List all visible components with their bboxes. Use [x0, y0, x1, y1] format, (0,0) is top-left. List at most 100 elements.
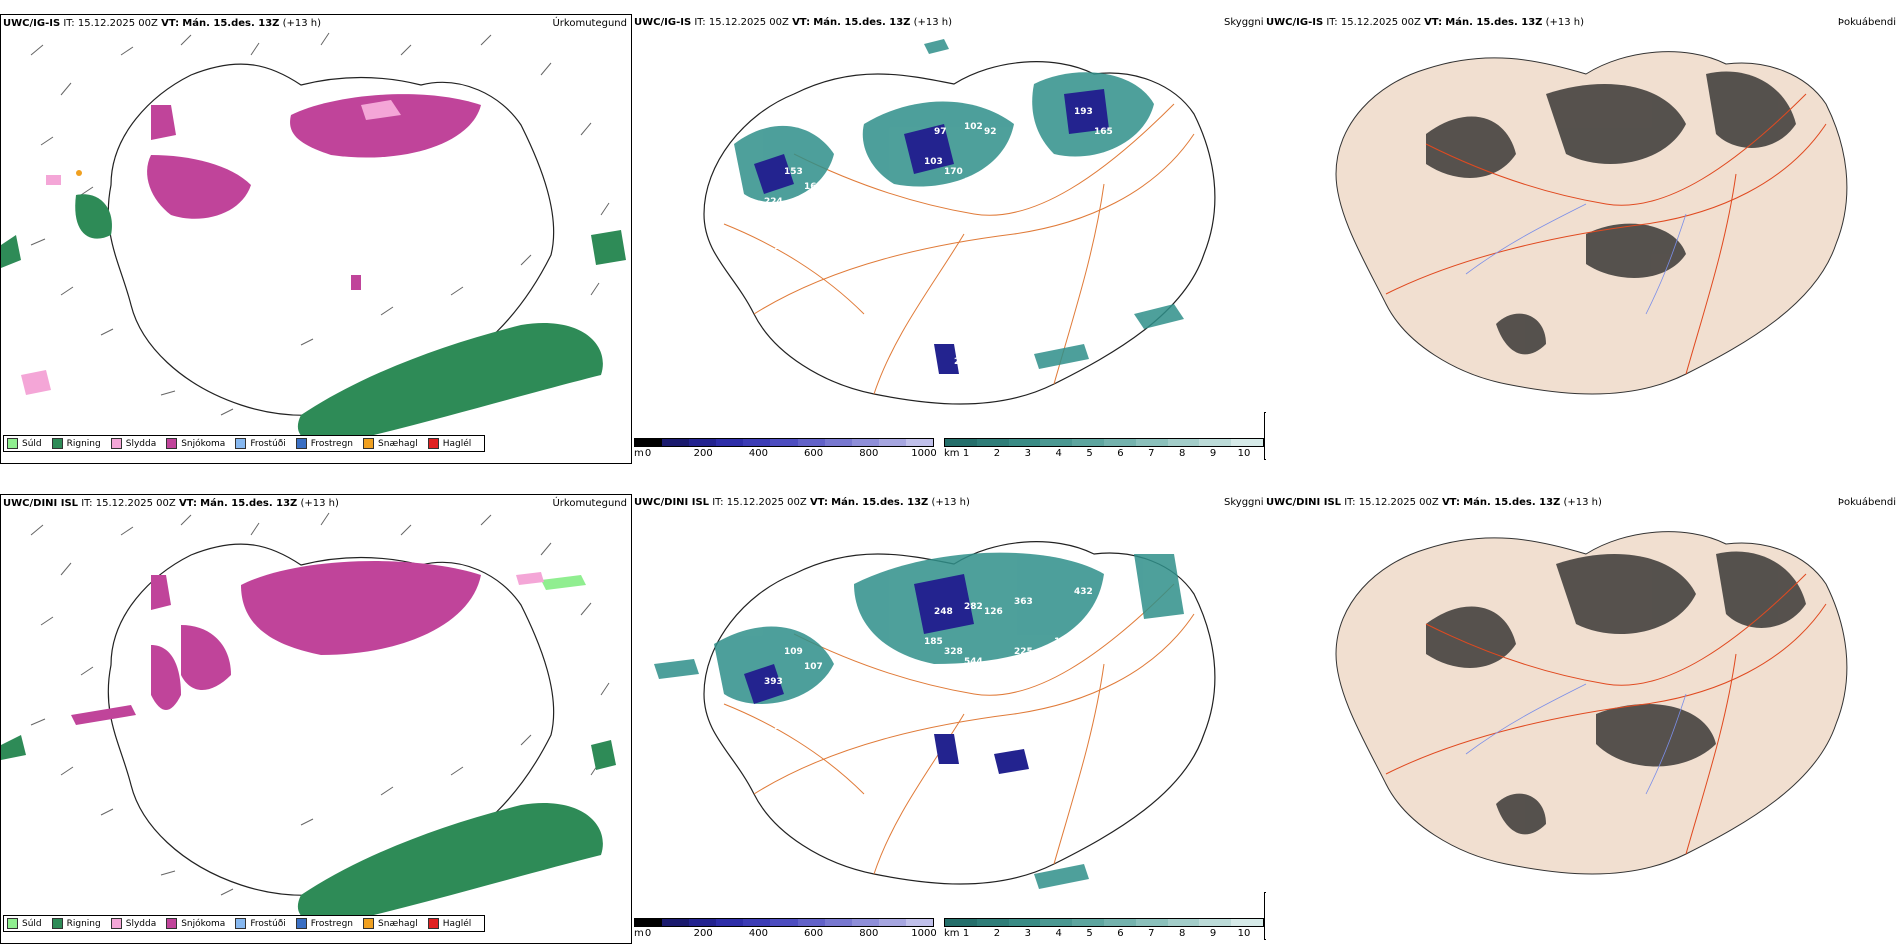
colorbar-segment: [1008, 919, 1041, 926]
it-value: 15.12.2025 00Z: [1340, 17, 1421, 28]
lead-time: (+13 h): [913, 17, 953, 28]
cloud-base-label: 544: [964, 657, 983, 667]
precip-type-panel-top: UWC/IG-IS IT: 15.12.2025 00Z VT: Mán. 15…: [0, 14, 632, 464]
precip-type-panel-bottom: UWC/DINI ISL IT: 15.12.2025 00Z VT: Mán.…: [0, 494, 632, 944]
colorbar-tick: 7: [1148, 928, 1155, 939]
legend-swatch: [295, 438, 307, 449]
height-unit: m: [634, 448, 644, 459]
colorbar-segment: [851, 439, 879, 446]
colorbar-segment: [905, 439, 934, 446]
legend-label: Rigning: [66, 438, 101, 449]
cloud-base-label: 82: [964, 177, 977, 187]
cloud-base-label: 108: [1134, 637, 1153, 647]
model-name: UWC/DINI ISL: [634, 497, 710, 508]
colorbar-segment: [716, 919, 744, 926]
colorbar-tick: 0: [644, 448, 652, 459]
panel-header: UWC/IG-IS IT: 15.12.2025 00Z VT: Mán. 15…: [1266, 17, 1584, 28]
vt-label: VT:: [178, 498, 197, 509]
colorbar-tick: 9: [1209, 448, 1217, 459]
cloud-base-label: 58: [964, 822, 977, 832]
legend-item: Súld: [7, 918, 42, 929]
vt-value: Mán. 15.des. 13Z: [1445, 17, 1543, 28]
colorbar-segment: [1040, 439, 1073, 446]
cloud-base-label: 328: [944, 647, 963, 657]
colorbar-tick: 1000: [911, 928, 937, 939]
colorbar-segment: [1103, 919, 1136, 926]
cloud-base-label: 104: [1014, 117, 1033, 127]
panel-title: Úrkomutegund: [552, 18, 627, 29]
cloud-base-label: 140: [1044, 657, 1063, 667]
fog-map-top: [1335, 51, 1848, 395]
colorbar-tick: 1: [962, 928, 970, 939]
legend-label: Snjókoma: [181, 438, 226, 449]
cloud-base-colorbar: 0 200 400 600 800 1000: [634, 918, 937, 939]
lead-time: (+13 h): [300, 498, 339, 509]
panel-header: UWC/DINI ISL IT: 15.12.2025 00Z VT: Mán.…: [3, 498, 339, 509]
fog-map-bottom: [1335, 531, 1848, 875]
lead-time: (+13 h): [931, 497, 970, 508]
legend-item: Súld: [7, 438, 42, 449]
colorbar-tick: 200: [693, 448, 713, 459]
vt-label: VT:: [1424, 17, 1443, 28]
it-label: IT:: [63, 18, 75, 29]
colorbar-tick: 2: [993, 448, 1001, 459]
legend-item: Snæhagl: [363, 438, 418, 449]
cloud-base-label: 184: [774, 242, 793, 252]
colorbar-tick: 10: [1237, 448, 1251, 459]
colorbar-segment: [743, 919, 771, 926]
colorbar-segment: [1167, 439, 1200, 446]
panel-title: Skyggni: [1224, 497, 1264, 508]
legend-swatch: [427, 918, 439, 929]
lead-time: (+13 h): [1563, 497, 1602, 508]
cloud-base-label: 122: [754, 227, 773, 237]
iceland-coastline: [107, 543, 555, 897]
legend-swatch: [166, 438, 178, 449]
colorbar-segment: [1008, 439, 1041, 446]
colorbar-segment: [797, 919, 825, 926]
colorbar-tick: 1000: [911, 448, 937, 459]
legend-swatch: [235, 918, 247, 929]
cloud-base-label: 35: [854, 717, 867, 727]
legend-swatch: [51, 918, 63, 929]
it-value: 15.12.2025 00Z: [1358, 497, 1439, 508]
visibility-panel-top: 193 165 104 97 102 92 866 745 149 200 103 170 82 86 15…: [634, 14, 1264, 464]
cloud-base-label: 198: [1094, 607, 1113, 617]
cloud-base-label: 109: [784, 647, 803, 657]
cloud-base-label: 125: [964, 342, 983, 352]
cloud-base-label: 92: [984, 127, 997, 137]
cloud-base-label: 86: [934, 192, 947, 202]
colorbar-tick: 3: [1024, 448, 1031, 459]
legend-label: Snjókoma: [181, 918, 226, 929]
cloud-base-label: 248: [934, 607, 953, 617]
colorbar-tick: 6: [1117, 928, 1124, 939]
model-name: UWC/IG-IS: [634, 17, 692, 28]
colorbar-segment: [770, 919, 798, 926]
cloud-base-label: 63: [804, 237, 817, 247]
fog-index: [1426, 71, 1796, 355]
colorbar-tick: 8: [1179, 928, 1186, 939]
legend-item: Rigning: [51, 918, 101, 929]
panel-header: UWC/DINI ISL IT: 15.12.2025 00Z VT: Mán.…: [634, 497, 970, 508]
legend-swatch: [7, 918, 18, 929]
cloud-base-colorbar: 0 200 400 600 800 1000: [634, 438, 937, 459]
model-name: UWC/DINI ISL: [1266, 497, 1342, 508]
colorbar-segment: [905, 919, 934, 926]
cloud-base-label: 97: [774, 722, 787, 732]
cloud-base-label: 745: [1044, 177, 1063, 187]
cloud-base-label: 363: [1014, 597, 1033, 607]
colorbar-segment: [1135, 439, 1168, 446]
vis-unit: km: [944, 928, 960, 939]
colorbar-segment: [1040, 919, 1073, 926]
colorbar-segment: [770, 439, 798, 446]
colorbar-segment: [824, 439, 852, 446]
it-value: 15.12.2025 00Z: [708, 17, 789, 28]
colorbar-segment: [878, 919, 906, 926]
model-name: UWC/IG-IS: [3, 18, 61, 29]
cloud-base-label: 185: [924, 637, 943, 647]
colorbar-segment: [1072, 919, 1104, 926]
panel-title: Þokuábendi: [1837, 17, 1896, 28]
drizzle-areas: [541, 575, 586, 590]
visibility-colorbar: 1 2 3 4 5 6 7 8 9 10: [944, 438, 1264, 459]
